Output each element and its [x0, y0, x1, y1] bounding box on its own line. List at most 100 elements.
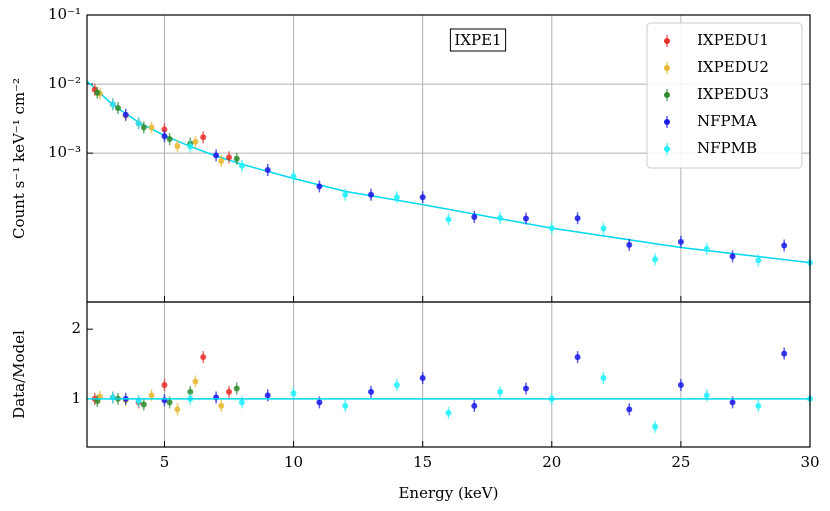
- data-point: [626, 241, 633, 248]
- x-tick-label: 10: [284, 453, 303, 471]
- data-point: [755, 402, 762, 409]
- y-tick-label: 1: [71, 389, 81, 407]
- data-point: [114, 105, 121, 112]
- data-point: [419, 194, 426, 201]
- data-point: [238, 399, 245, 406]
- data-point: [166, 399, 173, 406]
- data-point: [497, 388, 504, 395]
- data-point: [192, 378, 199, 385]
- data-point: [226, 154, 233, 161]
- data-point: [600, 374, 607, 381]
- data-point: [161, 133, 168, 140]
- x-tick-label: 25: [671, 453, 690, 471]
- x-tick-label: 15: [413, 453, 432, 471]
- y-tick-label: 10⁻¹: [48, 5, 81, 23]
- legend-label: IXPEDU2: [697, 58, 769, 76]
- data-point: [548, 225, 555, 232]
- data-point: [226, 388, 233, 395]
- data-point: [161, 126, 168, 133]
- x-tick-label: 30: [800, 453, 819, 471]
- legend-marker: [664, 38, 670, 44]
- legend-label: IXPEDU1: [697, 31, 769, 49]
- data-point: [522, 385, 529, 392]
- data-point: [200, 134, 207, 141]
- data-point: [574, 354, 581, 361]
- data-point: [755, 257, 762, 264]
- data-point: [445, 409, 452, 416]
- data-point: [290, 173, 297, 180]
- data-point: [574, 215, 581, 222]
- y-axis-label: Data/Model: [10, 330, 28, 419]
- data-point: [122, 111, 129, 118]
- y-tick-label: 10⁻²: [48, 74, 81, 92]
- data-point: [522, 215, 529, 222]
- data-point: [264, 167, 271, 174]
- data-point: [192, 138, 199, 145]
- data-point: [174, 142, 181, 149]
- legend-marker: [664, 92, 670, 98]
- data-point: [471, 402, 478, 409]
- data-point: [233, 385, 240, 392]
- data-point: [174, 406, 181, 413]
- data-point: [729, 253, 736, 260]
- data-point: [264, 392, 271, 399]
- data-point: [166, 136, 173, 143]
- data-point: [342, 191, 349, 198]
- data-point: [148, 124, 155, 131]
- data-point: [703, 392, 710, 399]
- y-tick-label: 2: [71, 319, 81, 337]
- data-point: [368, 388, 375, 395]
- data-point: [342, 402, 349, 409]
- legend-marker: [664, 146, 670, 152]
- data-point: [316, 399, 323, 406]
- data-point: [213, 152, 220, 159]
- x-axis-label: Energy (keV): [398, 484, 498, 502]
- data-point: [677, 238, 684, 245]
- annotation: IXPE1: [454, 31, 501, 49]
- data-point: [703, 245, 710, 252]
- data-point: [652, 423, 659, 430]
- data-point: [218, 402, 225, 409]
- legend-box: [646, 22, 803, 169]
- legend-marker: [664, 65, 670, 71]
- data-point: [368, 191, 375, 198]
- data-point: [652, 256, 659, 263]
- y-tick-label: 10⁻³: [48, 143, 81, 161]
- data-point: [233, 155, 240, 162]
- y-axis-label: Count s⁻¹ keV⁻¹ cm⁻²: [10, 78, 28, 239]
- data-point: [238, 162, 245, 169]
- data-point: [729, 399, 736, 406]
- data-point: [200, 354, 207, 361]
- data-point: [677, 381, 684, 388]
- plot-frame: [86, 301, 811, 448]
- data-point: [626, 406, 633, 413]
- legend-label: NFPMA: [697, 112, 757, 130]
- data-point: [290, 390, 297, 397]
- data-point: [471, 214, 478, 221]
- data-point: [109, 101, 116, 108]
- data-point: [600, 225, 607, 232]
- x-tick-label: 5: [160, 453, 170, 471]
- data-point: [135, 120, 142, 127]
- annotation-box: [449, 28, 507, 52]
- data-point: [140, 401, 147, 408]
- data-point: [497, 215, 504, 222]
- data-point: [140, 124, 147, 131]
- data-point: [393, 381, 400, 388]
- data-point: [218, 157, 225, 164]
- x-tick-label: 20: [542, 453, 561, 471]
- data-point: [781, 350, 788, 357]
- data-point: [161, 381, 168, 388]
- data-point: [187, 388, 194, 395]
- legend-label: IXPEDU3: [697, 85, 769, 103]
- data-point: [445, 216, 452, 223]
- data-point: [393, 194, 400, 201]
- data-point: [94, 89, 101, 96]
- data-point: [187, 143, 194, 150]
- data-point: [148, 392, 155, 399]
- legend-label: NFPMB: [697, 139, 757, 157]
- data-point: [419, 374, 426, 381]
- data-point: [781, 242, 788, 249]
- data-point: [316, 183, 323, 190]
